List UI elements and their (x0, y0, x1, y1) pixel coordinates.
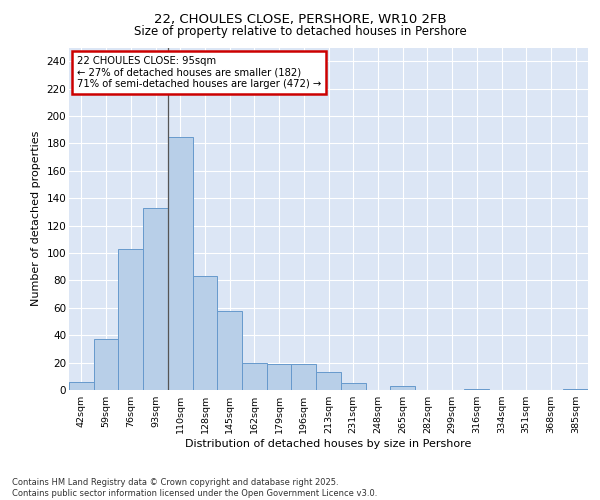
X-axis label: Distribution of detached houses by size in Pershore: Distribution of detached houses by size … (185, 439, 472, 449)
Bar (341, 383, 365, 390)
Bar (242, 362, 267, 390)
Text: Contains HM Land Registry data © Crown copyright and database right 2025.
Contai: Contains HM Land Registry data © Crown c… (12, 478, 377, 498)
Bar (292, 364, 316, 390)
Bar (143, 208, 168, 390)
Bar (193, 276, 217, 390)
Bar (267, 364, 292, 390)
Text: 22, CHOULES CLOSE, PERSHORE, WR10 2FB: 22, CHOULES CLOSE, PERSHORE, WR10 2FB (154, 12, 446, 26)
Bar (563, 388, 588, 390)
Y-axis label: Number of detached properties: Number of detached properties (31, 131, 41, 306)
Bar (217, 310, 242, 390)
Bar (168, 136, 193, 390)
Bar (390, 386, 415, 390)
Text: Size of property relative to detached houses in Pershore: Size of property relative to detached ho… (134, 25, 466, 38)
Bar (464, 388, 489, 390)
Bar (69, 382, 94, 390)
Bar (118, 249, 143, 390)
Bar (316, 372, 341, 390)
Bar (94, 340, 118, 390)
Text: 22 CHOULES CLOSE: 95sqm
← 27% of detached houses are smaller (182)
71% of semi-d: 22 CHOULES CLOSE: 95sqm ← 27% of detache… (77, 56, 321, 90)
